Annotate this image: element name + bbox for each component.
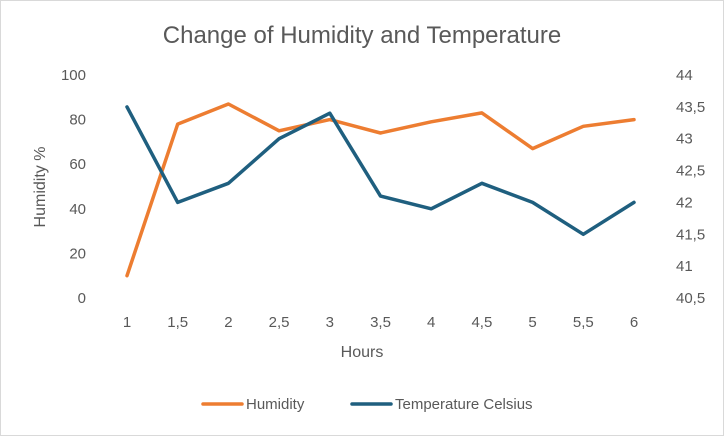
chart-title: Change of Humidity and Temperature [163, 22, 561, 49]
x-tick-label: 1,5 [167, 314, 188, 331]
series-line-humidity [125, 102, 636, 278]
data-point [582, 125, 585, 128]
y-tick-label: 20 [69, 245, 86, 262]
y-axis-title: Humidity % [32, 147, 49, 228]
data-point [328, 112, 331, 115]
data-point [176, 201, 179, 204]
y2-tick-label: 40,5 [676, 290, 705, 307]
data-point [531, 147, 534, 150]
x-axis-ticks: 1 1,5 2 2,5 3 3,5 4 4,5 5 5,5 6 [123, 314, 638, 331]
x-tick-label: 4 [427, 314, 435, 331]
data-point [126, 105, 129, 108]
data-point [480, 182, 483, 185]
y2-tick-label: 41,5 [676, 226, 705, 243]
y-tick-label: 60 [69, 156, 86, 173]
data-point [278, 129, 281, 132]
x-tick-label: 2 [224, 314, 232, 331]
series-lines [125, 102, 636, 278]
y2-tick-label: 42,5 [676, 163, 705, 180]
data-point [430, 120, 433, 123]
data-point [480, 111, 483, 114]
x-tick-label: 6 [630, 314, 638, 331]
legend-label: Humidity [246, 396, 305, 413]
x-tick-label: 2,5 [269, 314, 290, 331]
data-point [227, 182, 230, 185]
x-tick-label: 4,5 [471, 314, 492, 331]
y2-tick-label: 41 [676, 258, 693, 275]
y2-axis-ticks: 40,5 41 41,5 42 42,5 43 43,5 44 [676, 67, 705, 307]
data-point [278, 137, 281, 140]
data-point [176, 123, 179, 126]
data-point [633, 118, 636, 121]
y2-tick-label: 43,5 [676, 99, 705, 116]
y-tick-label: 100 [61, 67, 86, 84]
y2-tick-label: 42 [676, 194, 693, 211]
data-point [430, 207, 433, 210]
legend: Humidity Temperature Celsius [201, 396, 533, 413]
y2-tick-label: 44 [676, 67, 693, 84]
y-tick-label: 40 [69, 201, 86, 218]
x-tick-label: 3,5 [370, 314, 391, 331]
data-point [379, 195, 382, 198]
x-tick-label: 5 [528, 314, 536, 331]
y-tick-label: 80 [69, 112, 86, 129]
legend-label: Temperature Celsius [395, 396, 533, 413]
x-tick-label: 5,5 [573, 314, 594, 331]
data-point [633, 201, 636, 204]
data-point [227, 102, 230, 105]
y-tick-label: 0 [78, 290, 86, 307]
data-point [582, 233, 585, 236]
data-point [531, 201, 534, 204]
data-point [328, 118, 331, 121]
x-axis-title: Hours [341, 344, 384, 361]
data-point [379, 131, 382, 134]
x-tick-label: 3 [326, 314, 334, 331]
data-point [126, 274, 129, 277]
y-axis-ticks: 0 20 40 60 80 100 [61, 67, 86, 307]
y2-tick-label: 43 [676, 131, 693, 148]
series-line-temperature-celsius [125, 105, 636, 237]
x-tick-label: 1 [123, 314, 131, 331]
